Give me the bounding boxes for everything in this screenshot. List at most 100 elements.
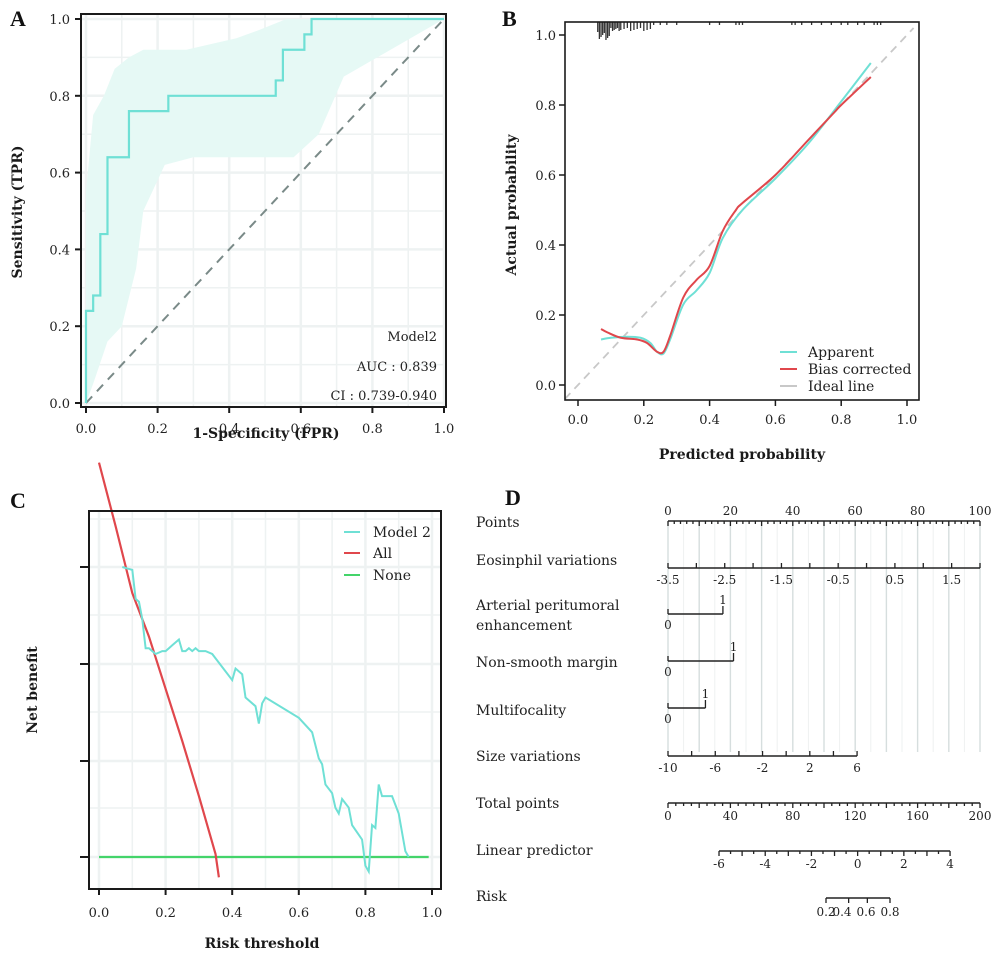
reference-diagonal-line (85, 18, 445, 404)
eosinphil-tick-label: 1.5 (942, 573, 961, 587)
linear-predictor-tick-label: 0 (854, 857, 862, 871)
calibration-x-axis-label: Predicted probability (659, 447, 826, 463)
legend-label-ideal-line: Ideal line (808, 379, 874, 395)
dca-lines (97, 462, 429, 878)
panel-letter-a: A (10, 6, 26, 31)
y-tick-label: 0.4 (535, 239, 556, 254)
roc-auc-label: AUC : 0.839 (356, 360, 437, 375)
x-tick-label: 0.8 (362, 422, 383, 437)
linear-predictor-tick-label: 4 (946, 857, 954, 871)
arterial-peritumoral-enhancement-level-1: 1 (719, 593, 727, 607)
roc-curve (84, 17, 444, 403)
y-tick-label: 1.0 (49, 13, 70, 28)
bias-corrected-curve (600, 76, 872, 355)
size-tick-label: -2 (757, 761, 769, 775)
nomogram-rows: Points Eosinphil variations Arterial perit… (475, 504, 991, 919)
x-tick-label: 0.4 (219, 422, 240, 437)
row-label-non-smooth-margin: Non-smooth margin (476, 655, 618, 671)
x-tick-label: 0.8 (831, 413, 852, 428)
linear-predictor-tick-label: -4 (759, 857, 771, 871)
calibration-rug (597, 22, 882, 40)
roc-x-axis-label: 1-Specificity (FPR) (192, 426, 339, 442)
y-tick-label: 0.2 (49, 320, 70, 335)
points-tick-label: 0 (664, 504, 672, 518)
y-tick-label: 0.8 (535, 99, 556, 114)
roc-model-label: Model2 (387, 330, 437, 345)
eosinphil-tick-label: -2.5 (713, 573, 736, 587)
plot-frame (88, 510, 442, 890)
dca-y-axis-label: Net benefit (25, 646, 41, 734)
x-tick-label: 0.4 (222, 906, 243, 921)
nomogram-grid (667, 522, 981, 752)
total-points-tick-label: 0 (664, 809, 672, 823)
points-tick-label: 40 (785, 504, 800, 518)
points-tick-label: 80 (910, 504, 925, 518)
legend-label-apparent: Apparent (807, 345, 874, 361)
row-label-points: Points (476, 515, 520, 531)
row-label-arterial-peritumoral-enhancement-line2: enhancement (476, 618, 572, 634)
legend-label-none: None (373, 568, 411, 584)
linear-predictor-tick-label: 2 (900, 857, 908, 871)
risk-tick-label: 0.4 (832, 905, 851, 919)
risk-tick-label: 0.6 (856, 905, 875, 919)
risk-tick-label: 0.2 (816, 905, 835, 919)
points-tick-label: 100 (969, 504, 992, 518)
x-tick-label: 0.6 (290, 422, 311, 437)
eosinphil-tick-label: -0.5 (827, 573, 850, 587)
multifocality-level-1: 1 (702, 687, 710, 701)
y-tick-label: 0.0 (49, 397, 70, 412)
x-tick-label: 1.0 (422, 906, 443, 921)
y-tick-label: 0.6 (49, 167, 70, 182)
eosinphil-tick-label: 0.5 (885, 573, 904, 587)
size-tick-label: 2 (806, 761, 814, 775)
treat-all-curve (97, 462, 220, 878)
roc-axes: 0.0 0.2 0.4 0.6 0.8 1.0 0.0 0.2 0.4 0.6 0.8 1.0 (49, 13, 454, 437)
multifocality-level-0: 0 (664, 712, 672, 726)
row-label-eosinphil-variations: Eosinphil variations (476, 553, 617, 569)
total-points-tick-label: 40 (723, 809, 738, 823)
linear-predictor-tick-label: -6 (713, 857, 725, 871)
dca-axes: 0.0 0.2 0.4 0.6 0.8 1.0 (80, 510, 443, 921)
total-points-tick-label: 160 (906, 809, 929, 823)
eosinphil-tick-label: -1.5 (770, 573, 793, 587)
dca-legend: Model 2 All None (344, 525, 431, 584)
legend-label-bias-corrected: Bias corrected (808, 362, 911, 378)
size-tick-label: 6 (853, 761, 861, 775)
panel-letter-d: D (505, 485, 521, 510)
linear-predictor-tick-label: -2 (806, 857, 818, 871)
panel-letter-c: C (10, 488, 26, 513)
model-2-curve (122, 566, 410, 875)
x-tick-label: 0.0 (568, 413, 589, 428)
y-tick-label: 0.2 (535, 309, 556, 324)
size-tick-label: -10 (658, 761, 677, 775)
roc-ci-band (86, 19, 444, 403)
x-tick-label: 0.6 (288, 906, 309, 921)
row-label-total-points: Total points (476, 796, 559, 812)
x-tick-label: 0.0 (89, 906, 110, 921)
row-label-linear-predictor: Linear predictor (476, 843, 593, 859)
row-label-risk: Risk (476, 889, 507, 905)
total-points-tick-label: 80 (785, 809, 800, 823)
arterial-peritumoral-enhancement-level-0: 0 (664, 618, 672, 632)
total-points-tick-label: 120 (844, 809, 867, 823)
plot-frame (564, 21, 920, 401)
ci-band-area (86, 19, 444, 403)
apparent-curve (600, 62, 872, 356)
x-tick-label: 1.0 (434, 422, 455, 437)
x-tick-label: 0.4 (699, 413, 720, 428)
x-tick-label: 0.2 (633, 413, 654, 428)
y-tick-label: 0.0 (535, 379, 556, 394)
points-tick-label: 60 (848, 504, 863, 518)
roc-lines (84, 17, 445, 404)
dca-x-axis-label: Risk threshold (205, 936, 320, 952)
points-tick-label: 20 (723, 504, 738, 518)
panel-letter-b: B (502, 6, 517, 31)
size-tick-label: -6 (709, 761, 721, 775)
x-tick-label: 0.0 (76, 422, 97, 437)
calibration-legend: Apparent Bias corrected Ideal line (780, 345, 911, 395)
y-tick-label: 0.4 (49, 243, 70, 258)
risk-tick-label: 0.8 (880, 905, 899, 919)
eosinphil-tick-label: -3.5 (656, 573, 679, 587)
non-smooth-margin-level-1: 1 (730, 640, 738, 654)
